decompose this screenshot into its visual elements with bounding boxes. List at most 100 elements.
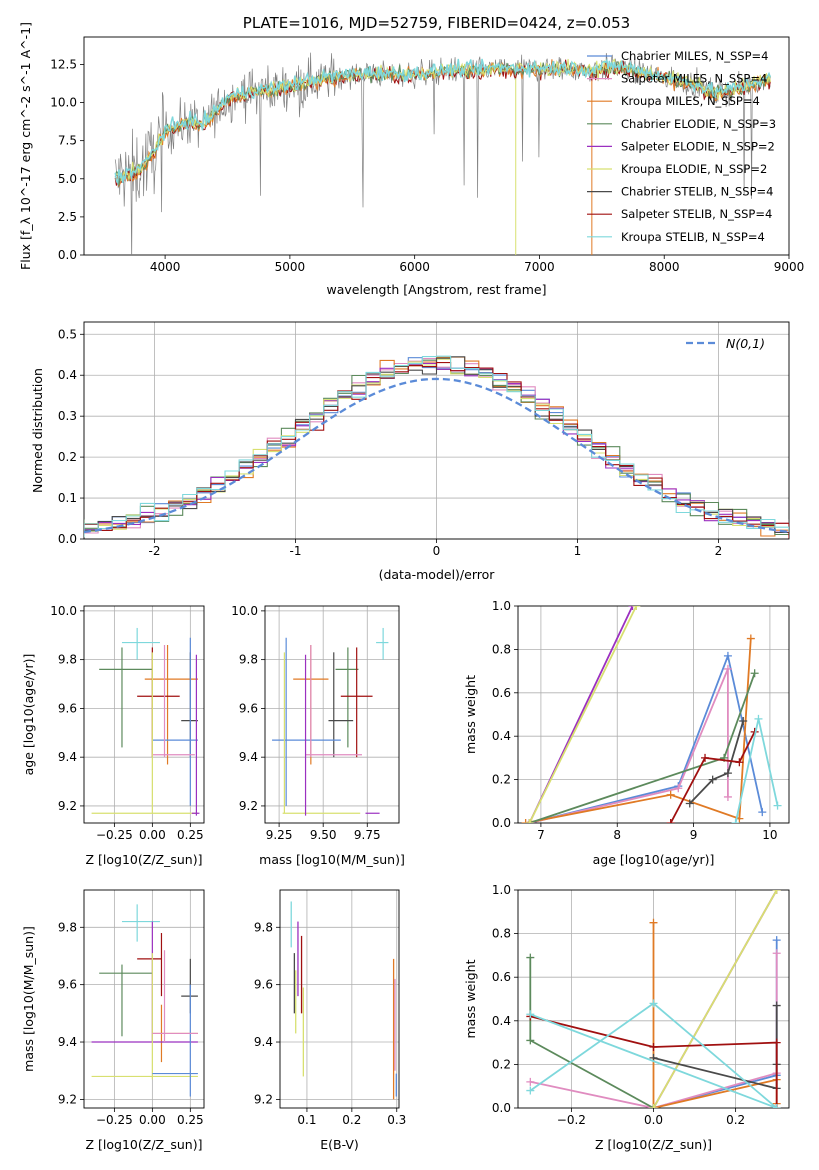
axes-frame <box>83 36 790 256</box>
series-marker <box>666 790 675 799</box>
series-marker <box>526 1036 535 1045</box>
legend-entry: Salpeter STELIB, N_SSP=4 <box>621 207 772 221</box>
x-tick-label: 0.1 <box>297 1113 316 1127</box>
x-tick-label: 0 <box>433 544 441 558</box>
y-tick-label: 9.8 <box>239 653 258 667</box>
series-marker <box>723 651 732 660</box>
y-tick-label: 1.0 <box>492 599 511 613</box>
x-tick-label: 0.2 <box>342 1113 361 1127</box>
y-tick-label: 9.2 <box>239 799 258 813</box>
y-tick-label: 0.2 <box>492 1057 511 1071</box>
legend-entry: Chabrier ELODIE, N_SSP=3 <box>621 117 776 131</box>
legend-entry: Salpeter ELODIE, N_SSP=2 <box>621 139 775 153</box>
mass_vs_Z-axes: −0.25 0.00 0.25 9.2 9.4 9.6 9.8 <box>58 889 205 1127</box>
y-axis-label: Flux [f_λ 10^-17 erg cm^-2 s^-1 A^-1] <box>18 22 33 270</box>
y-tick-label: 9.4 <box>239 750 258 764</box>
y-tick-label: 9.8 <box>254 920 273 934</box>
series-marker <box>649 999 658 1008</box>
y-tick-label: 10.0 <box>231 604 258 618</box>
series-marker <box>746 634 755 643</box>
series-marker <box>649 1104 658 1108</box>
x-tick-label: 0.3 <box>387 1113 406 1127</box>
mass_vs_ebv-points <box>290 901 397 1100</box>
x-axis-label: E(B-V) <box>320 1137 359 1152</box>
series-line <box>529 1002 778 1108</box>
x-axis-label: Z [log10(Z/Z_sun)] <box>595 1137 712 1152</box>
chart-title: PLATE=1016, MJD=52759, FIBERID=0424, z=0… <box>243 14 630 32</box>
x-tick-label: 0.00 <box>139 828 166 842</box>
x-tick-label: -2 <box>149 544 161 558</box>
series-marker <box>772 949 781 958</box>
y-axis-label: mass weight <box>463 675 478 754</box>
series-line <box>669 731 756 823</box>
x-tick-label: -1 <box>290 544 302 558</box>
legend-entry: N(0,1) <box>726 336 765 351</box>
gaussian-curve <box>84 377 789 534</box>
x-axis-label: (data-model)/error <box>379 567 496 582</box>
series-line <box>652 890 778 1108</box>
series-marker <box>723 769 732 778</box>
y-tick-label: 9.2 <box>58 1092 77 1106</box>
y-tick-label: 9.8 <box>58 920 77 934</box>
histograms <box>84 355 789 539</box>
series-line <box>529 668 729 823</box>
series-marker <box>731 819 740 823</box>
x-tick-label: 9.75 <box>354 828 381 842</box>
legend-entry: Kroupa STELIB, N_SSP=4 <box>621 230 765 244</box>
y-tick-label: 0.8 <box>492 927 511 941</box>
y-tick-label: 9.4 <box>254 1035 273 1049</box>
legend: Chabrier MILES, N_SSP=4 Salpeter MILES, N… <box>587 49 776 244</box>
y-tick-label: 10.0 <box>50 604 77 618</box>
x-tick-label: 9.25 <box>266 828 293 842</box>
series-marker <box>772 890 781 894</box>
series-marker <box>649 918 658 927</box>
y-tick-label: 12.5 <box>50 57 77 71</box>
y-tick-label: 7.5 <box>58 134 77 148</box>
age_vs_Z-points <box>91 627 200 816</box>
x-tick-label: 1 <box>574 544 582 558</box>
residual-histogram <box>84 355 789 538</box>
y-tick-label: 0.4 <box>492 1014 511 1028</box>
x-tick-label: 0.25 <box>177 1113 204 1127</box>
y-tick-label: 0.2 <box>58 450 77 464</box>
series-marker <box>723 664 732 673</box>
y-tick-label: 0.0 <box>58 248 77 262</box>
series-marker <box>701 753 710 762</box>
series-line <box>525 638 752 823</box>
series-marker <box>739 717 748 726</box>
x-tick-label: −0.25 <box>96 1113 133 1127</box>
legend-entry: Chabrier MILES, N_SSP=4 <box>621 49 768 63</box>
legend-entry: Chabrier STELIB, N_SSP=4 <box>621 185 773 199</box>
axes-frame <box>264 605 400 824</box>
x-tick-label: 8000 <box>649 260 680 274</box>
series-marker <box>708 775 717 784</box>
x-tick-label: 7 <box>537 828 545 842</box>
x-tick-label: 9.50 <box>310 828 337 842</box>
x-tick-label: 7000 <box>524 260 555 274</box>
x-tick-label: −0.25 <box>96 828 133 842</box>
axes-frame <box>279 889 400 1109</box>
x-tick-label: 5000 <box>275 260 306 274</box>
y-tick-label: 0.3 <box>58 409 77 423</box>
mass_weight_vs_age-lines <box>521 606 782 823</box>
mass_vs_ebv-axes: 0.1 0.2 0.3 9.2 9.4 9.6 9.8 <box>254 889 406 1127</box>
series-marker <box>754 714 763 723</box>
y-tick-label: 0.8 <box>492 642 511 656</box>
series-marker <box>526 1077 535 1086</box>
x-tick-label: 4000 <box>150 260 181 274</box>
series-marker <box>526 1010 535 1019</box>
mass_weight_vs_Z-axes: −0.2 0.0 0.2 0.0 0.2 0.4 0.6 0.8 1.0 <box>492 883 790 1127</box>
mass_weight_vs_Z-lines <box>526 890 781 1108</box>
y-axis-label: mass weight <box>463 959 478 1038</box>
legend-entry: Kroupa MILES, N_SSP=4 <box>621 94 760 108</box>
series-marker <box>521 819 530 823</box>
x-axis-label: Z [log10(Z/Z_sun)] <box>86 852 203 867</box>
series-line <box>530 1015 778 1108</box>
series-marker <box>525 819 534 823</box>
y-tick-label: 9.4 <box>58 1035 77 1049</box>
axes-frame <box>83 889 205 1109</box>
age_vs_mass-points <box>272 627 389 816</box>
y-tick-label: 9.2 <box>254 1092 273 1106</box>
legend-entry: Salpeter MILES, N_SSP=4 <box>621 72 767 86</box>
